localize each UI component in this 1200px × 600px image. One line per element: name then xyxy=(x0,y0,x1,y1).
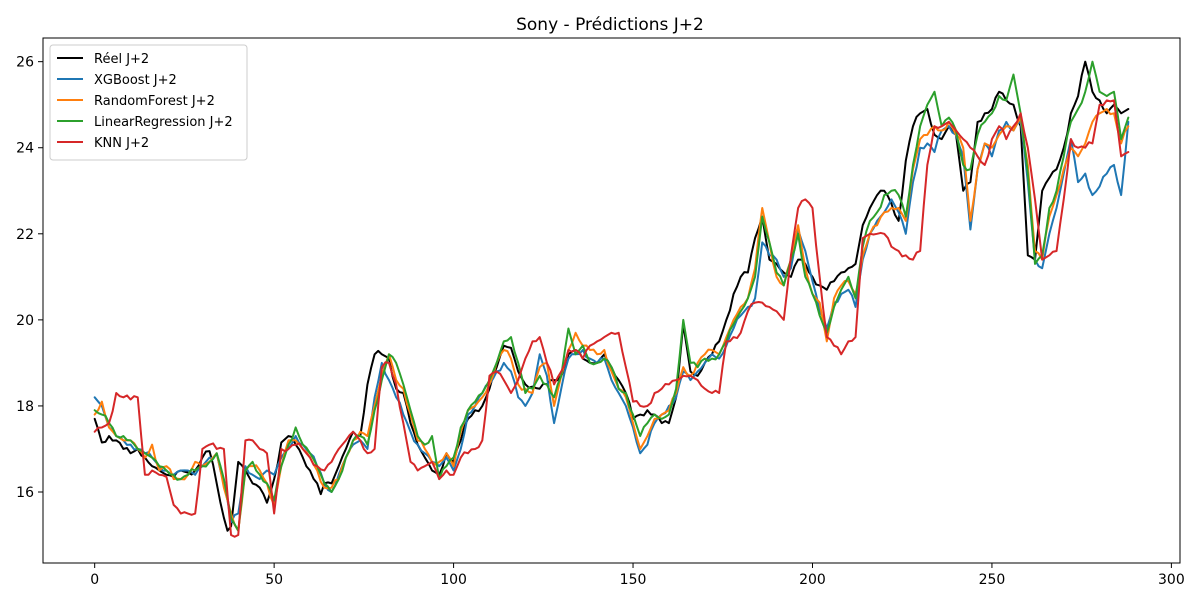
x-tick-label: 200 xyxy=(799,572,826,588)
x-tick-label: 150 xyxy=(620,572,647,588)
y-tick-label: 26 xyxy=(16,55,34,71)
x-tick-label: 100 xyxy=(440,572,467,588)
legend-label: Réel J+2 xyxy=(94,52,149,67)
x-tick-label: 300 xyxy=(1158,572,1185,588)
chart-title: Sony - Prédictions J+2 xyxy=(516,15,704,35)
y-tick-label: 18 xyxy=(16,399,34,415)
legend-label: KNN J+2 xyxy=(94,136,149,151)
x-tick-label: 250 xyxy=(979,572,1006,588)
legend-label: LinearRegression J+2 xyxy=(94,115,233,130)
x-tick-label: 50 xyxy=(265,572,283,588)
y-tick-label: 20 xyxy=(16,313,34,329)
y-tick-label: 16 xyxy=(16,485,34,501)
plot-frame xyxy=(42,37,1181,564)
series-layer xyxy=(93,60,1130,538)
x-tick-label: 0 xyxy=(90,572,99,588)
legend-label: XGBoost J+2 xyxy=(94,73,177,88)
series-line-5 xyxy=(93,99,1130,538)
legend-box xyxy=(49,44,248,161)
legend: Réel J+2 XGBoost J+2 RandomForest J+2 Linea… xyxy=(49,44,248,161)
y-tick-label: 24 xyxy=(16,141,34,157)
legend-label: RandomForest J+2 xyxy=(94,94,215,109)
axes-layer: 0 50 100 150 200 250 300 16 18 20 22 24 26 xyxy=(16,37,1185,588)
y-tick-label: 22 xyxy=(16,227,34,243)
